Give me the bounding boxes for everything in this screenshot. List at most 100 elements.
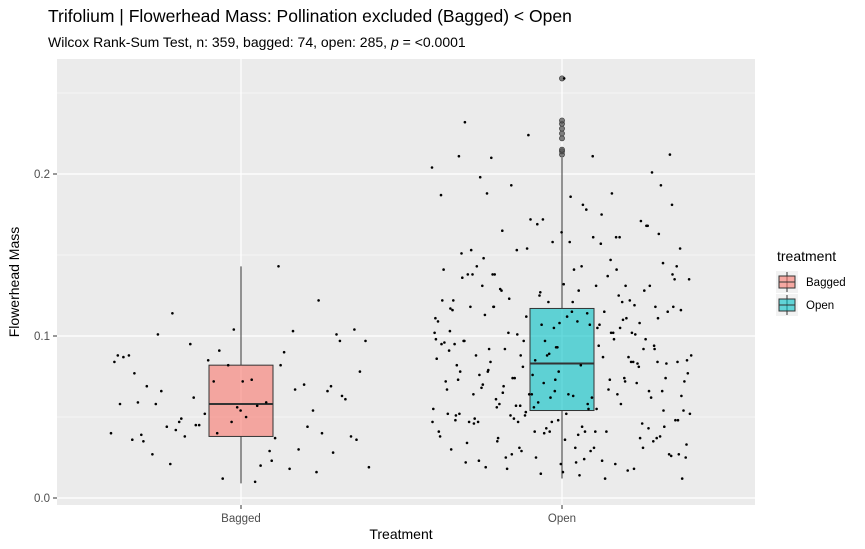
data-point-open [461, 276, 464, 280]
data-point-open [618, 235, 621, 239]
data-point-open [484, 465, 488, 469]
data-point-open [688, 412, 692, 416]
data-point-bagged [165, 425, 169, 429]
data-point-bagged [320, 431, 324, 435]
data-point-open [433, 331, 436, 335]
data-point-open [501, 391, 505, 395]
data-point-open [559, 462, 563, 466]
outlier-point [559, 130, 565, 137]
data-point-open [616, 393, 619, 396]
data-point-open [472, 393, 475, 396]
data-point-bagged [136, 401, 140, 404]
data-point-open [653, 347, 656, 351]
data-point-bagged [180, 417, 183, 420]
data-point-open [609, 331, 613, 335]
box-open [529, 307, 595, 412]
data-point-open [689, 354, 693, 357]
data-point-bagged [259, 464, 262, 467]
data-point-open [569, 195, 572, 198]
data-point-bagged [270, 459, 274, 463]
data-point-open [432, 407, 435, 411]
data-point-bagged [255, 404, 259, 408]
data-point-bagged [306, 425, 309, 429]
data-point-bagged [226, 363, 230, 367]
data-point-bagged [344, 397, 347, 401]
data-point-open [561, 470, 565, 474]
data-point-open [509, 414, 512, 417]
data-point-open [449, 448, 453, 451]
data-point-bagged [302, 383, 306, 386]
data-point-open [576, 433, 580, 437]
data-point-open [685, 443, 688, 446]
data-point-open [680, 394, 683, 398]
data-point-open [586, 402, 589, 406]
data-point-bagged [244, 415, 248, 419]
data-point-open [630, 331, 634, 335]
data-point-open [545, 427, 548, 430]
data-point-open [556, 418, 560, 422]
data-point-open [562, 77, 566, 80]
data-point-open [639, 219, 643, 223]
data-point-bagged [282, 350, 286, 354]
data-point-open [478, 373, 481, 377]
data-point-open [539, 472, 543, 476]
data-point-bagged [268, 449, 271, 453]
data-point-open [560, 231, 563, 234]
data-point-bagged [273, 436, 277, 440]
x-axis: Bagged Open [221, 505, 576, 525]
data-point-bagged [122, 355, 125, 359]
data-point-open [585, 312, 589, 315]
data-point-open [598, 323, 601, 327]
legend-label-open: Open [806, 300, 834, 312]
data-point-open [503, 347, 507, 351]
data-point-bagged [133, 372, 136, 375]
data-point-open [475, 265, 479, 268]
data-point-open [571, 300, 574, 304]
data-point-open [444, 380, 448, 383]
data-point-open [434, 337, 438, 341]
data-point-bagged [145, 384, 149, 388]
data-point-open [565, 315, 569, 318]
data-point-open [453, 342, 456, 346]
data-point-open [686, 372, 690, 375]
data-point-open [624, 284, 627, 288]
data-point-open [597, 344, 600, 348]
data-point-bagged [113, 360, 116, 364]
data-point-bagged [177, 420, 181, 424]
data-point-open [458, 412, 461, 416]
data-point-open [482, 256, 485, 260]
data-point-open [527, 393, 531, 396]
data-point-open [581, 203, 585, 207]
data-point-open [496, 440, 499, 443]
data-point-open [469, 305, 472, 309]
data-point-open [579, 363, 583, 367]
data-point-bagged [367, 465, 371, 469]
data-point-open [609, 258, 612, 262]
data-point-bagged [197, 423, 201, 427]
data-point-open [648, 284, 652, 288]
data-point-open [451, 308, 454, 312]
data-point-open [436, 320, 440, 323]
data-point-bagged [358, 370, 362, 373]
data-point-open [507, 297, 511, 301]
data-point-bagged [331, 451, 335, 454]
data-point-open [577, 289, 580, 292]
data-point-bagged [329, 384, 333, 388]
data-point-open [467, 420, 471, 424]
data-point-open [510, 184, 513, 187]
data-point-open [516, 333, 519, 336]
data-point-bagged [340, 394, 344, 398]
y-tick-label: 0.1 [34, 331, 50, 343]
data-point-open [502, 384, 505, 388]
data-point-open [438, 435, 442, 438]
data-point-open [580, 425, 584, 429]
data-point-open [511, 376, 514, 380]
x-tick-label: Open [548, 513, 576, 525]
data-point-open [477, 459, 481, 463]
data-point-open [434, 316, 437, 320]
data-point-bagged [279, 363, 282, 367]
data-point-open [487, 347, 491, 351]
chart-subtitle: Wilcox Rank-Sum Test, n: 359, bagged: 74… [48, 34, 466, 50]
data-point-open [521, 365, 525, 369]
subtitle-suffix: = <0.0001 [399, 34, 466, 50]
